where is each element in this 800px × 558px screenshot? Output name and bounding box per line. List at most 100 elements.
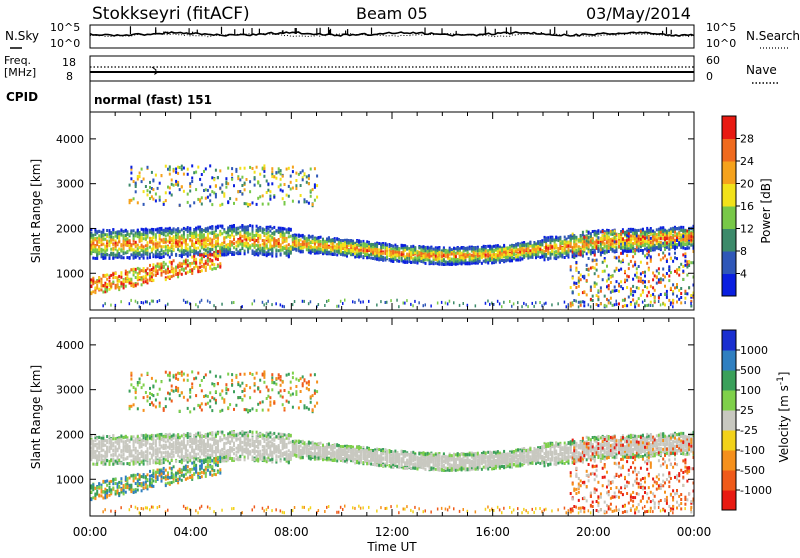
power-cell bbox=[517, 243, 519, 246]
power-cell bbox=[187, 168, 189, 171]
power-cell bbox=[362, 255, 364, 258]
power-cell bbox=[588, 257, 590, 260]
power-cell bbox=[207, 260, 209, 263]
power-cell bbox=[616, 300, 618, 303]
power-cell bbox=[219, 250, 221, 253]
power-cell bbox=[241, 240, 243, 243]
power-cell bbox=[259, 184, 261, 187]
power-cell bbox=[288, 167, 290, 170]
power-cell bbox=[221, 232, 223, 235]
power-cell bbox=[191, 236, 193, 239]
power-cell bbox=[471, 247, 473, 250]
power-cell bbox=[485, 302, 487, 305]
power-cell bbox=[215, 235, 217, 238]
power-cell bbox=[620, 247, 622, 250]
power-cell bbox=[207, 236, 209, 239]
power-cell bbox=[503, 254, 505, 257]
power-cell bbox=[429, 249, 431, 252]
power-cell bbox=[185, 239, 187, 242]
power-cell bbox=[133, 237, 135, 240]
power-cell bbox=[171, 232, 173, 235]
power-cell bbox=[292, 170, 294, 173]
power-cell bbox=[600, 230, 602, 233]
power-cell bbox=[614, 249, 616, 252]
power-cell bbox=[275, 253, 277, 256]
power-cell bbox=[259, 229, 261, 232]
power-cell bbox=[533, 305, 535, 308]
power-cell bbox=[541, 255, 543, 258]
power-cell bbox=[267, 183, 269, 186]
power-cell bbox=[352, 300, 354, 303]
power-cell bbox=[612, 274, 614, 277]
power-cell bbox=[286, 244, 288, 247]
power-cell bbox=[449, 263, 451, 266]
power-cell bbox=[491, 261, 493, 264]
power-cell bbox=[503, 301, 505, 304]
power-cell bbox=[570, 250, 572, 253]
power-cell bbox=[147, 257, 149, 260]
power-cell bbox=[616, 256, 618, 259]
power-cell bbox=[221, 253, 223, 256]
power-cell bbox=[278, 171, 280, 174]
power-cell bbox=[481, 262, 483, 265]
power-cell bbox=[244, 234, 246, 237]
power-cell bbox=[181, 168, 183, 171]
power-cell bbox=[252, 236, 254, 239]
power-cell bbox=[239, 240, 241, 243]
power-cell bbox=[233, 184, 235, 187]
power-cell bbox=[169, 247, 171, 250]
power-cell bbox=[249, 180, 251, 183]
power-cell bbox=[620, 268, 622, 271]
power-cell bbox=[368, 247, 370, 250]
power-cell bbox=[344, 251, 346, 254]
power-cell bbox=[115, 272, 117, 275]
power-cell bbox=[551, 250, 553, 253]
power-cell bbox=[169, 270, 171, 273]
power-cell bbox=[463, 257, 465, 260]
power-cell bbox=[612, 304, 614, 307]
power-cell bbox=[449, 300, 451, 303]
power-cell bbox=[308, 249, 310, 252]
power-cell bbox=[632, 285, 634, 288]
power-cell bbox=[618, 236, 620, 239]
power-cell bbox=[294, 300, 296, 303]
power-cell bbox=[165, 199, 167, 202]
power-cell bbox=[568, 241, 570, 244]
power-cell bbox=[620, 285, 622, 288]
power-cell bbox=[525, 303, 527, 306]
power-cell bbox=[513, 250, 515, 253]
power-cell bbox=[328, 252, 330, 255]
power-cell bbox=[229, 251, 231, 254]
power-cell bbox=[324, 246, 326, 249]
power-cell bbox=[310, 251, 312, 254]
power-cell bbox=[628, 232, 630, 235]
power-cell bbox=[267, 236, 269, 239]
power-cell bbox=[197, 242, 199, 245]
power-cell bbox=[141, 277, 143, 280]
power-cell bbox=[96, 240, 98, 243]
power-cell bbox=[123, 252, 125, 255]
power-cell bbox=[620, 233, 622, 236]
power-cell bbox=[354, 247, 356, 250]
power-cell bbox=[152, 279, 154, 282]
power-cell bbox=[197, 166, 199, 169]
power-cell bbox=[594, 281, 596, 284]
power-cell bbox=[618, 245, 620, 248]
power-cell bbox=[312, 188, 314, 191]
power-cell bbox=[288, 228, 290, 231]
power-cell bbox=[275, 229, 277, 232]
power-cell bbox=[596, 303, 598, 306]
power-cell bbox=[559, 242, 561, 245]
power-cell bbox=[235, 252, 237, 255]
power-cell bbox=[622, 305, 624, 308]
power-cell bbox=[175, 266, 177, 269]
power-cell bbox=[185, 242, 187, 245]
power-cell bbox=[604, 242, 606, 245]
power-cell bbox=[273, 238, 275, 241]
power-cell bbox=[390, 244, 392, 247]
power-cell bbox=[165, 278, 167, 281]
power-cell bbox=[596, 235, 598, 238]
power-cell bbox=[149, 246, 151, 249]
power-cell bbox=[566, 305, 568, 308]
power-cell bbox=[235, 248, 237, 251]
